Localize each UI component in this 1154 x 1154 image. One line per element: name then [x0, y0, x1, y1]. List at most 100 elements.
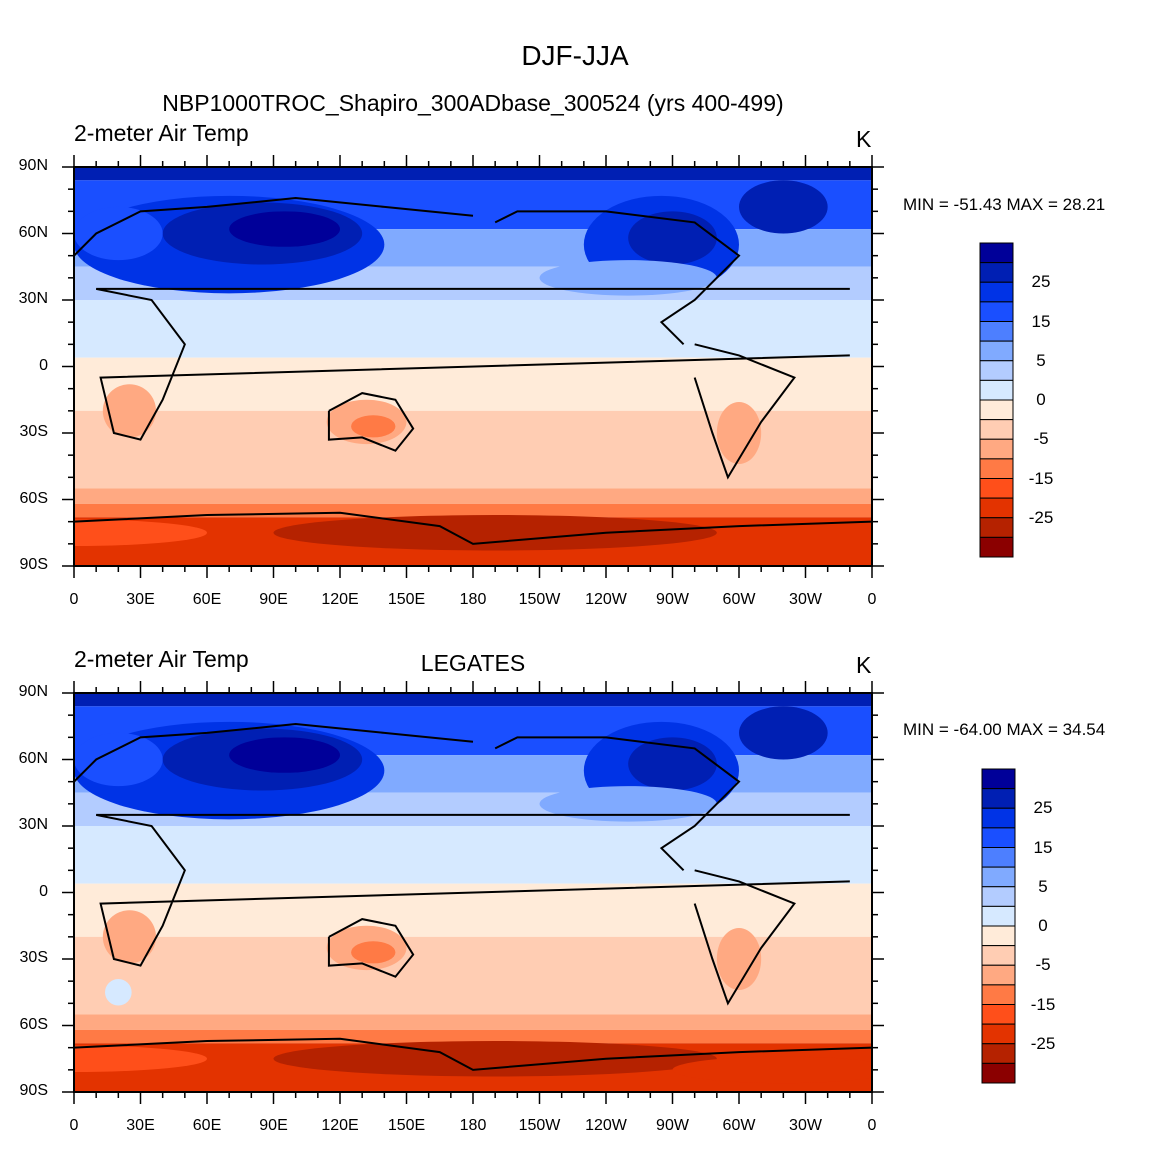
- coastline: [327, 918, 415, 978]
- lon-label: 60W: [722, 1117, 756, 1134]
- lon-label: 150E: [387, 591, 426, 608]
- colorbar: [979, 242, 1014, 558]
- lat-label: 60N: [18, 223, 48, 241]
- colorbar-label: -15: [1028, 468, 1054, 488]
- lon-label: 60W: [722, 591, 756, 608]
- lon-label: 150E: [387, 1117, 426, 1134]
- latitude-band: [74, 167, 872, 181]
- panel-2-center-title: LEGATES: [420, 650, 526, 676]
- colorbar-box: [981, 886, 1016, 907]
- contour-region: [351, 941, 396, 964]
- coastline: [95, 813, 850, 967]
- colorbar-box: [979, 399, 1014, 421]
- panel-2-left-title: 2-meter Air Temp: [74, 646, 249, 672]
- colorbar-label: -15: [1030, 994, 1056, 1014]
- colorbar-box: [979, 497, 1014, 519]
- temperature-field: [74, 693, 872, 1092]
- panel-2-min-max: MIN = -64.00 MAX = 34.54: [903, 720, 1106, 739]
- colorbar-box: [981, 905, 1016, 927]
- contour-region: [74, 732, 163, 787]
- lon-label: 0: [69, 591, 79, 608]
- lon-label: 60E: [192, 1117, 222, 1134]
- coastline: [693, 869, 796, 1006]
- colorbar-label: 15: [1031, 311, 1051, 331]
- colorbar-label: -25: [1030, 1033, 1056, 1053]
- colorbar-label: 0: [1038, 916, 1048, 935]
- lon-label: 90W: [656, 591, 689, 608]
- lon-label: 120W: [585, 591, 627, 608]
- colorbar-box: [981, 788, 1016, 809]
- colorbar-box: [981, 807, 1016, 829]
- colorbar-box: [979, 379, 1014, 401]
- lon-label: 180: [459, 1117, 487, 1134]
- colorbar-label: 0: [1036, 390, 1046, 409]
- colorbar-box: [981, 925, 1016, 947]
- colorbar-box: [979, 340, 1014, 362]
- coastline: [74, 197, 474, 257]
- coastline: [693, 343, 796, 480]
- colorbar-box: [979, 478, 1014, 499]
- colorbar-box: [979, 536, 1014, 558]
- colorbar-label: -25: [1028, 507, 1054, 527]
- contour-region: [102, 384, 157, 438]
- contour-region: [716, 401, 762, 465]
- figure-title: DJF-JJA: [521, 40, 629, 71]
- latitude-band: [74, 1014, 872, 1030]
- contour-region: [74, 206, 163, 261]
- lon-label: 90E: [259, 1117, 288, 1134]
- contour-region: [539, 786, 717, 822]
- contour-region: [739, 706, 828, 760]
- panel-1-units: K: [856, 126, 872, 152]
- lon-label: 0: [69, 1117, 79, 1134]
- lon-label: 150W: [518, 591, 561, 608]
- lat-label: 90S: [19, 556, 48, 573]
- colorbar-label: -5: [1035, 955, 1051, 975]
- coastline: [74, 723, 474, 783]
- lat-label: 30S: [19, 949, 48, 966]
- colorbar-box: [981, 847, 1016, 868]
- colorbar-label: 15: [1033, 837, 1053, 857]
- panel-1-left-title: 2-meter Air Temp: [74, 120, 249, 146]
- colorbar-box: [981, 827, 1016, 848]
- colorbar-box: [981, 866, 1016, 888]
- lat-label: 90S: [19, 1082, 48, 1099]
- lon-label: 90W: [656, 1117, 689, 1134]
- lon-label: 0: [867, 591, 877, 608]
- colorbar-box: [979, 458, 1014, 479]
- lon-label: 120W: [585, 1117, 627, 1134]
- lat-label: 0: [39, 882, 48, 900]
- colorbar-box: [979, 438, 1014, 460]
- lat-label: 90N: [18, 683, 48, 700]
- lat-label: 60N: [18, 749, 48, 767]
- contour-region: [716, 927, 762, 991]
- colorbar-box: [979, 281, 1014, 303]
- lon-label: 60E: [192, 591, 222, 608]
- colorbar-label: 5: [1036, 350, 1046, 370]
- colorbar-box: [981, 1023, 1016, 1045]
- colorbar-box: [979, 301, 1014, 322]
- contour-region: [351, 415, 396, 438]
- coastline: [74, 511, 872, 545]
- contour-region: [628, 211, 717, 265]
- coastline: [494, 736, 741, 872]
- lat-label: 30N: [18, 816, 48, 833]
- contour-region: [105, 978, 132, 1006]
- latitude-band: [74, 488, 872, 504]
- coastline: [494, 210, 741, 346]
- colorbar-box: [981, 984, 1016, 1005]
- colorbar-box: [981, 964, 1016, 986]
- panel-1-min-max: MIN = -51.43 MAX = 28.21: [903, 195, 1106, 214]
- lat-label: 60S: [19, 489, 48, 507]
- map-panel-1: [62, 155, 884, 578]
- map-panel-2: [62, 681, 884, 1104]
- coastline: [327, 392, 415, 452]
- latitude-band: [74, 693, 872, 707]
- lat-label: 90N: [18, 157, 48, 174]
- colorbar-box: [979, 242, 1014, 264]
- lat-label: 0: [39, 356, 48, 374]
- panel-2-units: K: [856, 652, 872, 678]
- colorbar-label: 5: [1038, 876, 1048, 896]
- contour-region: [739, 180, 828, 234]
- contour-region: [229, 211, 340, 247]
